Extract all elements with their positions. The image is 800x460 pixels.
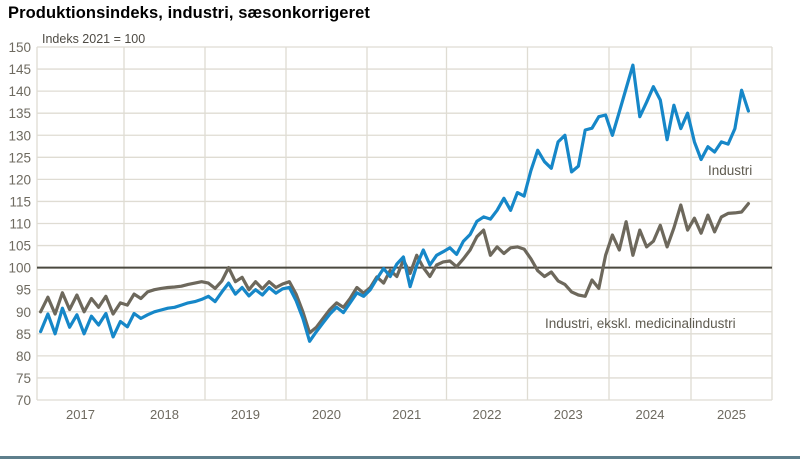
y-axis-tick-label: 70 [16,393,31,408]
y-axis-tick-label: 120 [8,172,31,187]
x-axis-year-label: 2018 [150,407,179,422]
x-axis-year-label: 2017 [66,407,95,422]
y-axis-tick-label: 90 [16,305,31,320]
series-label-industri: Industri [708,163,753,178]
y-axis-tick-label: 85 [16,327,31,342]
y-axis-tick-label: 95 [16,283,31,298]
footer-divider-bar [0,456,800,459]
y-axis-tick-label: 125 [8,150,31,165]
x-axis-year-label: 2022 [473,407,502,422]
y-axis-tick-label: 135 [8,106,31,121]
series-label-industri-ekskl-medicinalindustri: Industri, ekskl. medicinalindustri [545,316,736,331]
x-axis-year-label: 2019 [231,407,260,422]
y-axis-tick-label: 110 [9,217,31,232]
y-axis-tick-label: 140 [8,84,31,99]
series-line-industri-ekskl-medicinalindustri [38,202,751,335]
line-chart-canvas: 70 75 80 85 90 95 100 105 110 115 120 125 130 135 140 1… [8,40,773,422]
chart-title: Produktionsindeks, industri, sæsonkorrig… [8,4,370,22]
x-axis-year-label: 2024 [636,407,665,422]
y-axis-tick-label: 150 [8,40,31,55]
series-line-industri [38,63,751,343]
x-axis-year-label: 2021 [392,407,421,422]
x-axis-year-label: 2023 [554,407,583,422]
y-axis-tick-label: 80 [16,349,31,364]
y-axis-tick-label: 115 [9,194,31,209]
y-axis-tick-label: 105 [8,239,31,254]
x-axis-year-label: 2025 [717,407,746,422]
chart-unit-label: Indeks 2021 = 100 [42,32,146,46]
y-axis-tick-label: 130 [8,128,31,143]
y-axis-tick-label: 100 [8,261,31,276]
y-axis-tick-label: 75 [16,371,31,386]
x-axis-year-label: 2020 [312,407,341,422]
y-axis-tick-label: 145 [8,62,31,77]
